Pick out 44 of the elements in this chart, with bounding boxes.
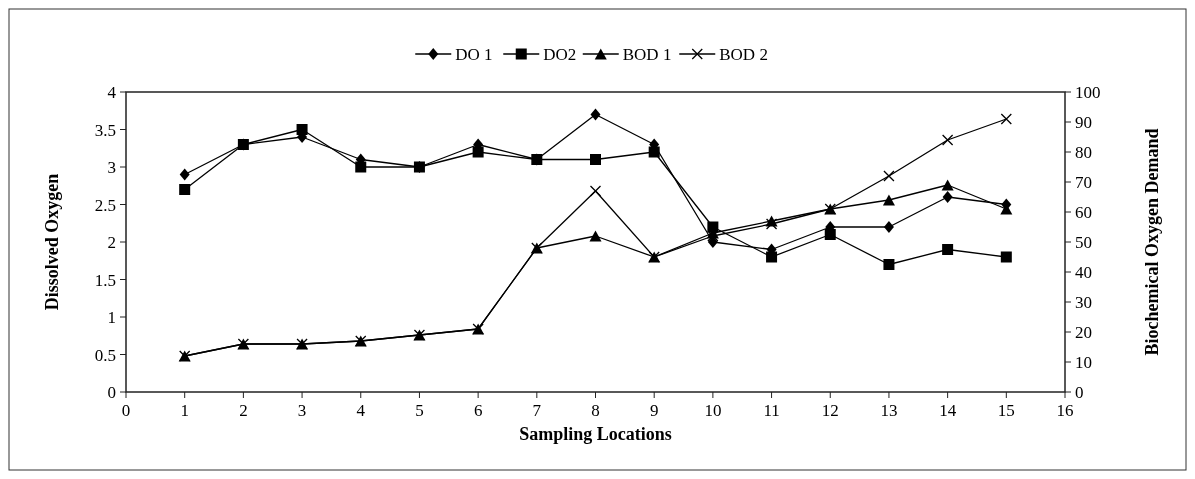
y-tick-label: 0: [107, 383, 116, 402]
y-tick-label: 1.5: [94, 270, 116, 290]
y-tick-label: 3: [107, 158, 116, 177]
y2-tick-label: 70: [1075, 173, 1092, 192]
y-tick-label: 3.5: [94, 120, 116, 140]
x-tick-label: 16: [1056, 401, 1074, 420]
x-tick-label: 13: [880, 401, 898, 420]
y2-tick-label: 0: [1075, 383, 1084, 402]
x-axis-title: Sampling Locations: [519, 424, 672, 444]
x-tick-label: 6: [473, 401, 483, 420]
y2-tick-label: 30: [1075, 293, 1092, 312]
y-tick-label: 1: [107, 308, 116, 327]
y-tick-label: 4: [107, 83, 117, 102]
x-tick-label: 5: [415, 401, 424, 420]
x-tick-label: 15: [997, 401, 1015, 420]
y-axis-title: Dissolved Oxygen: [42, 173, 62, 311]
x-tick-label: 12: [821, 401, 839, 420]
x-tick-label: 2: [239, 401, 248, 420]
x-tick-label: 11: [763, 401, 780, 420]
y2-tick-label: 40: [1075, 263, 1092, 282]
y-tick-label: 2.5: [94, 195, 116, 215]
y2-tick-label: 10: [1075, 353, 1092, 372]
legend-label: DO 1: [455, 45, 493, 64]
x-tick-label: 9: [649, 401, 659, 420]
y2-tick-label: 90: [1075, 113, 1092, 132]
legend-label: BOD 1: [622, 45, 672, 64]
y2-tick-label: 60: [1075, 203, 1092, 222]
x-tick-label: 3: [297, 401, 307, 420]
y2-axis-title: Biochemical Oxygen Demand: [1142, 128, 1162, 356]
x-tick-label: 4: [356, 401, 366, 420]
y-tick-label: 2: [107, 233, 116, 252]
x-tick-label: 10: [704, 401, 722, 420]
y-tick-label: 0.5: [94, 345, 116, 365]
y2-tick-label: 80: [1075, 143, 1092, 162]
x-tick-label: 14: [939, 401, 957, 420]
x-tick-label: 0: [121, 401, 131, 420]
legend-label: DO2: [543, 45, 577, 64]
x-tick-label: 1: [180, 401, 189, 420]
y2-tick-label: 100: [1075, 83, 1101, 102]
y2-tick-label: 20: [1075, 323, 1092, 342]
x-tick-label: 8: [591, 401, 600, 420]
y2-tick-label: 50: [1075, 233, 1092, 252]
x-tick-label: 7: [532, 401, 542, 420]
legend-label: BOD 2: [719, 45, 768, 64]
